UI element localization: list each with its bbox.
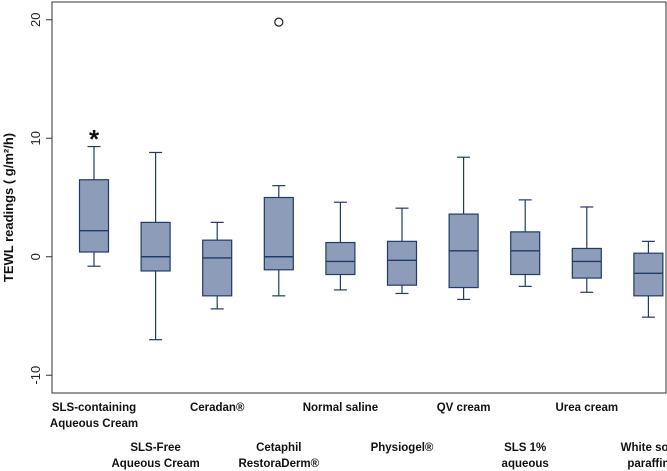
box-group bbox=[202, 221, 233, 310]
iqr-box bbox=[633, 252, 664, 297]
category-label: Physiogel® bbox=[371, 442, 434, 454]
category-label: Normal saline bbox=[303, 402, 378, 414]
category-label: SLS 1% bbox=[504, 442, 546, 454]
box-group bbox=[263, 185, 294, 297]
plot-frame bbox=[51, 1, 667, 394]
category-label: SLS-containing bbox=[52, 402, 136, 414]
boxes bbox=[78, 17, 664, 341]
category-label: RestoraDerm® bbox=[238, 458, 319, 470]
category-label: Urea cream bbox=[555, 402, 618, 414]
box-group bbox=[571, 206, 602, 293]
iqr-box bbox=[78, 179, 110, 253]
y-tick-label: 10 bbox=[28, 131, 43, 145]
iqr-box bbox=[140, 221, 171, 272]
category-label: White soft bbox=[621, 442, 667, 454]
iqr-box bbox=[263, 196, 294, 271]
y-tick-label: -10 bbox=[28, 366, 43, 385]
category-label: SLS-Free bbox=[130, 442, 181, 454]
box-group bbox=[510, 199, 541, 287]
box-group bbox=[448, 156, 479, 300]
category-label: aqueous bbox=[502, 458, 549, 470]
y-tick-label: 20 bbox=[28, 13, 43, 27]
iqr-box bbox=[202, 239, 233, 297]
category-label: Aqueous Cream bbox=[50, 418, 138, 430]
box-group bbox=[78, 145, 110, 267]
iqr-box bbox=[325, 241, 356, 276]
significance-asterisk: * bbox=[89, 124, 100, 154]
outlier-point bbox=[274, 17, 284, 27]
box-group bbox=[633, 240, 664, 318]
category-label: QV cream bbox=[437, 402, 491, 414]
y-tick-label: 0 bbox=[28, 253, 43, 260]
iqr-box bbox=[571, 247, 602, 279]
category-label: paraffin bbox=[627, 458, 667, 470]
box-group bbox=[386, 207, 418, 295]
category-label: Ceradan® bbox=[190, 402, 245, 414]
axes: -10 0 10 20 TEWL readings ( g/m²/h) bbox=[1, 1, 667, 394]
category-label: Cetaphil bbox=[256, 442, 301, 454]
box-group bbox=[140, 151, 171, 341]
category-label: Aqueous Cream bbox=[112, 458, 200, 470]
iqr-box bbox=[386, 240, 418, 286]
iqr-box bbox=[510, 231, 541, 276]
labels: * SLS-containing Aqueous Cream SLS-Free Aque… bbox=[50, 124, 667, 470]
box-group bbox=[325, 201, 356, 291]
y-axis-label: TEWL readings ( g/m²/h) bbox=[1, 133, 16, 282]
